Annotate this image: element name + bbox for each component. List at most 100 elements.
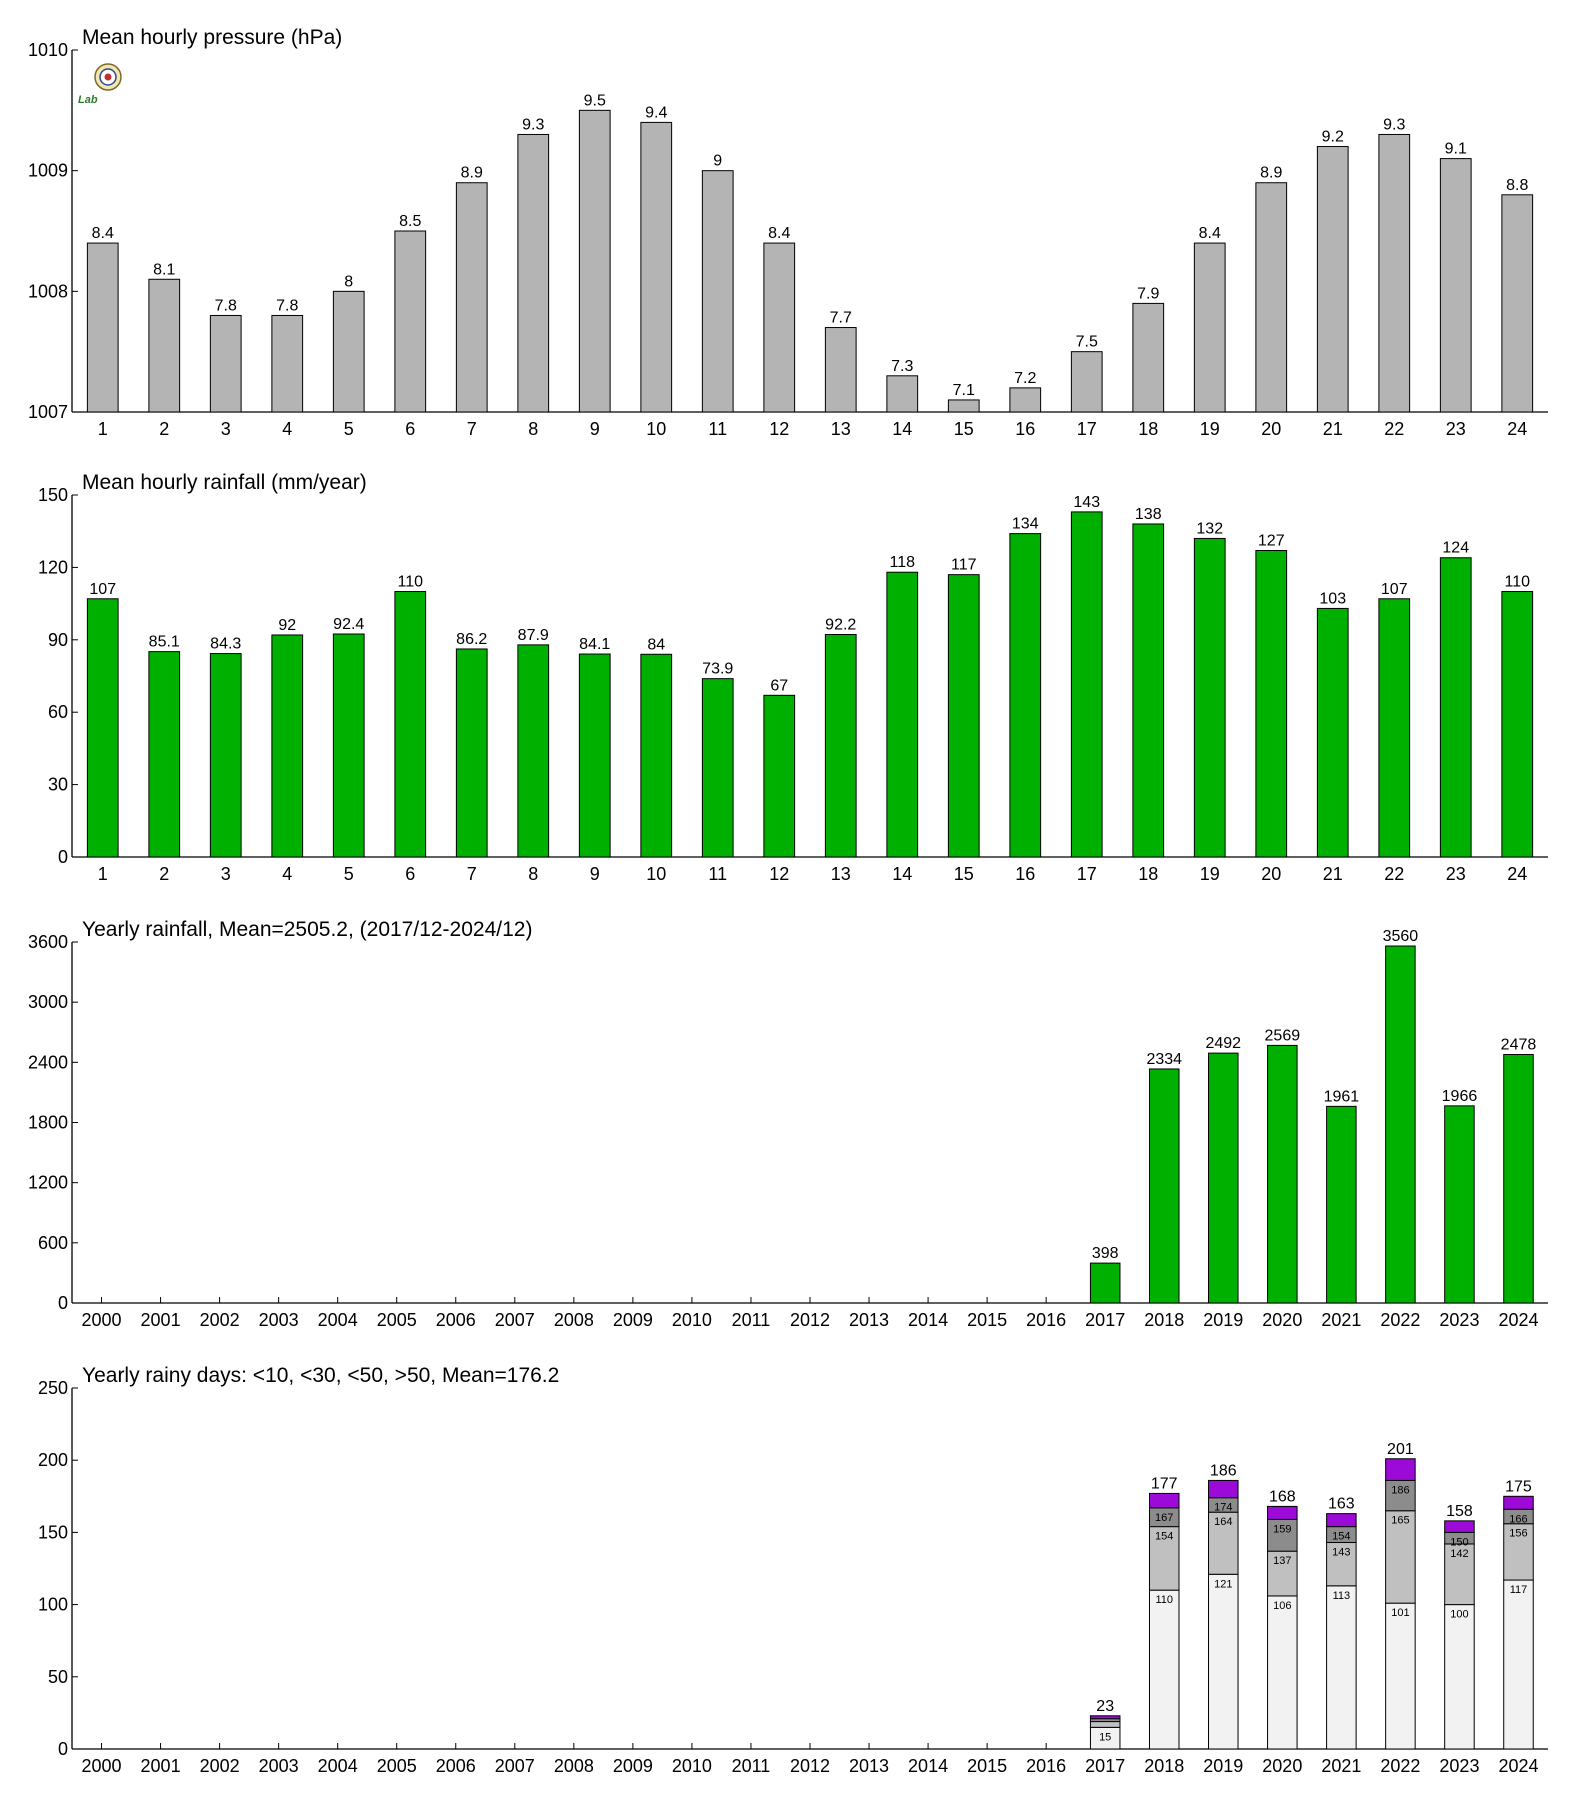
bar-total-label: 163 [1328,1496,1355,1513]
stacked-bar-segment-total [1444,1520,1475,1533]
x-tick-label: 2018 [1144,1310,1184,1330]
bar [1439,557,1472,858]
x-tick-label: 2015 [967,1310,1007,1330]
logo-text: Lab [78,94,98,106]
bar [394,230,427,413]
x-tick-label: 7 [467,864,477,884]
bar-value-label: 86.2 [456,631,487,648]
x-tick-label: 13 [831,419,851,439]
segment-value-label: 150 [1450,1536,1468,1548]
x-tick-label: 2024 [1498,1756,1538,1776]
x-tick-label: 2016 [1026,1310,1066,1330]
bar-total-label: 186 [1210,1462,1237,1479]
bar [763,694,796,858]
x-tick-label: 1 [98,864,108,884]
segment-value-label: 165 [1391,1515,1409,1527]
bar [886,571,919,858]
chart-title-3: Yearly rainfall, Mean=2505.2, (2017/12-2… [82,918,532,941]
x-tick-label: 2022 [1380,1756,1420,1776]
x-tick-label: 2000 [81,1310,121,1330]
y-tick-label: 150 [38,485,68,505]
x-tick-label: 24 [1507,864,1527,884]
y-tick-label: 1800 [28,1113,68,1133]
y-tick-label: 1007 [28,402,68,422]
bar-value-label: 84 [647,636,665,653]
bar [578,653,611,858]
x-tick-label: 2016 [1026,1756,1066,1776]
bar [701,170,734,413]
x-tick-label: 19 [1200,419,1220,439]
x-tick-label: 5 [344,419,354,439]
bar [763,242,796,413]
bar [1316,607,1349,858]
stacked-bar-segment-lt10 [1444,1604,1475,1750]
bar [640,121,673,413]
x-tick-label: 2017 [1085,1310,1125,1330]
x-tick-label: 2001 [141,1310,181,1330]
bar-value-label: 7.8 [276,297,298,314]
stacked-bar-segment-total [1089,1715,1121,1720]
stacked-bar-segment-total [1267,1505,1298,1520]
bar-value-label: 9 [713,153,722,170]
bar [1255,550,1288,858]
stacked-bar-segment-lt30 [1208,1511,1239,1575]
stacked-bar-segment-lt30 [1385,1510,1416,1604]
bar [1193,537,1226,858]
bar-total-label: 177 [1151,1475,1178,1492]
segment-value-label: 166 [1509,1513,1527,1525]
x-tick-label: 2005 [377,1310,417,1330]
x-tick-label: 2021 [1321,1756,1361,1776]
x-tick-label: 21 [1323,864,1343,884]
x-tick-label: 6 [405,419,415,439]
bar-value-label: 8.8 [1506,177,1528,194]
stacked-bar-segment-lt10 [1385,1602,1416,1750]
stacked-bar-segment-lt30 [1444,1543,1475,1606]
x-tick-label: 11 [708,419,727,439]
segment-value-label: 186 [1391,1484,1409,1496]
bar [1385,945,1416,1304]
stacked-bar-segment-total [1503,1495,1534,1510]
x-tick-label: 2009 [613,1310,653,1330]
bar-value-label: 8.4 [92,225,114,242]
segment-value-label: 113 [1333,1590,1351,1602]
bar-value-label: 92.4 [333,616,364,633]
x-tick-label: 4 [282,864,292,884]
bar [947,399,980,413]
stacked-bar-segment-total [1385,1458,1416,1481]
y-tick-label: 90 [48,630,68,650]
segment-value-label: 154 [1332,1531,1350,1543]
x-tick-label: 2011 [732,1310,771,1330]
x-tick-label: 2018 [1144,1756,1184,1776]
bar-value-label: 107 [1381,581,1408,598]
x-tick-label: 2011 [732,1756,771,1776]
y-tick-label: 200 [38,1450,68,1470]
bar-total-label: 23 [1096,1698,1114,1715]
bar [1255,182,1288,413]
stacked-bar-segment-total [1326,1513,1357,1528]
x-tick-label: 2005 [377,1756,417,1776]
x-tick-label: 21 [1323,419,1343,439]
x-tick-label: 20 [1261,419,1281,439]
bar-value-label: 8.9 [461,165,483,182]
x-tick-label: 2003 [259,1756,299,1776]
x-tick-label: 12 [769,419,789,439]
bar-value-label: 1966 [1442,1088,1478,1105]
segment-value-label: 15 [1099,1731,1111,1743]
bar-value-label: 110 [1504,574,1530,591]
segment-value-label: 154 [1155,1531,1173,1543]
bar [517,133,550,413]
stacked-bar-segment-lt10 [1503,1579,1534,1750]
bar-value-label: 9.3 [1383,116,1405,133]
y-tick-label: 3000 [28,992,68,1012]
bar-value-label: 7.2 [1014,370,1036,387]
x-tick-label: 2015 [967,1756,1007,1776]
stacked-bar-segment-total [1148,1492,1180,1509]
segment-value-label: 137 [1273,1555,1291,1567]
bar [1070,351,1103,413]
bar [332,633,365,858]
bar [1089,1262,1121,1304]
bar-value-label: 110 [397,574,423,591]
x-tick-label: 23 [1446,864,1466,884]
bar [1009,533,1042,858]
